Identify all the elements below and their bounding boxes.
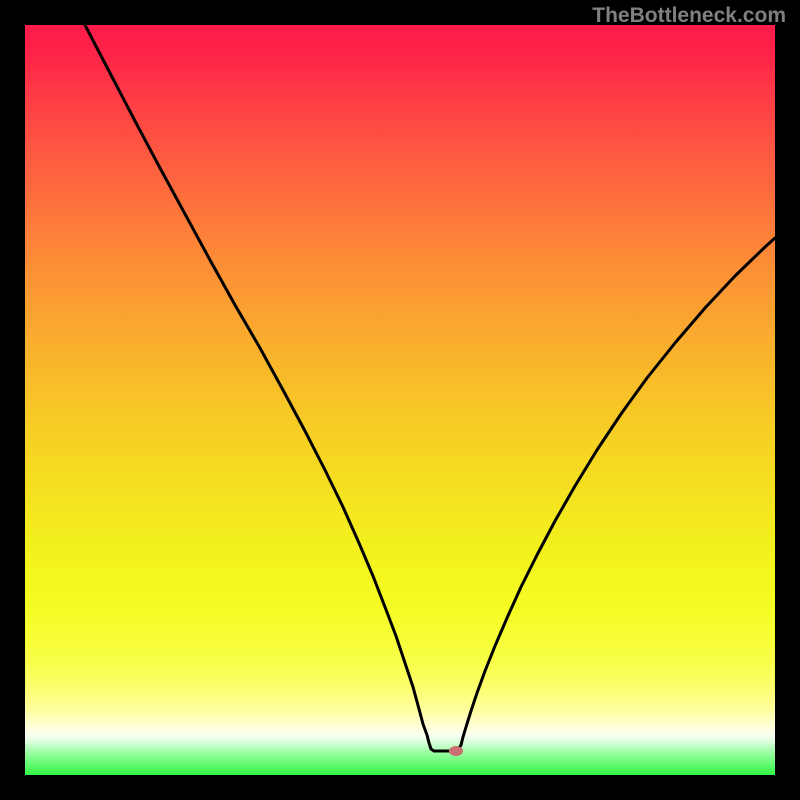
plot-area [25,25,775,775]
bottleneck-curve [25,25,775,775]
watermark-text: TheBottleneck.com [592,4,786,28]
